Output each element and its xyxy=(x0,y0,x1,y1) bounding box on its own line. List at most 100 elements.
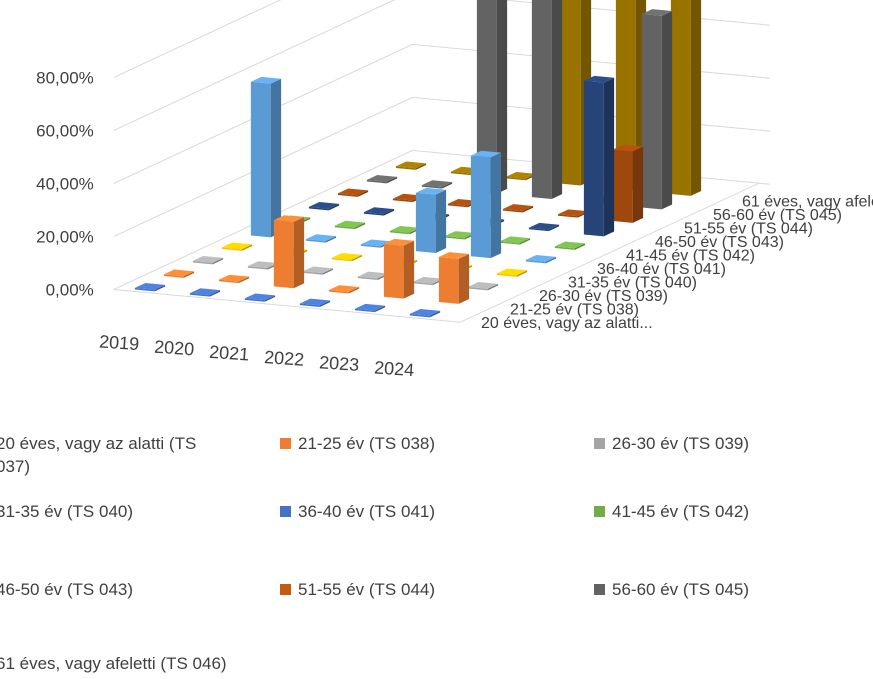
bar-front-face xyxy=(192,260,213,265)
bar-front-face xyxy=(444,236,465,240)
x-tick-label: 2024 xyxy=(374,357,415,380)
bar-front-face xyxy=(438,256,459,304)
bar-top-face xyxy=(302,266,334,274)
bar-front-face xyxy=(308,206,329,211)
bar-side-face xyxy=(357,190,369,197)
depth-tick-label: 41-45 év (TS 042) xyxy=(626,248,755,265)
bar-top-face xyxy=(328,285,360,292)
legend-label: 26-30 év (TS 039) xyxy=(612,434,750,453)
bar-side-face xyxy=(487,283,499,291)
legend: 20 éves, vagy az alatti (TS 037) 21-25 év… xyxy=(0,432,873,679)
x-tick-label: 2021 xyxy=(209,342,250,365)
bar-side-face xyxy=(209,290,221,297)
bar-front-face xyxy=(641,14,662,210)
bar-top-face xyxy=(421,180,453,187)
bar-front-face xyxy=(554,246,575,250)
bar-top-face xyxy=(189,288,221,295)
bar-top-face xyxy=(554,241,586,249)
depth-tick-label: 31-35 év (TS 040) xyxy=(568,275,697,292)
bar-top-face xyxy=(354,303,386,311)
legend-label: 51-55 év (TS 044) xyxy=(298,580,436,599)
bar-side-face xyxy=(519,238,531,245)
bar-top-face xyxy=(273,215,305,223)
bar-top-face xyxy=(134,283,166,290)
legend-label: 41-45 év (TS 042) xyxy=(612,502,750,521)
bar-side-face xyxy=(551,0,563,199)
bar-side-face xyxy=(545,256,557,264)
bar-top-face xyxy=(247,261,279,268)
bar-top-face xyxy=(528,222,560,230)
bar-front-face xyxy=(273,220,294,289)
bar-front-face xyxy=(447,203,468,208)
legend-label: 56-60 év (TS 045) xyxy=(612,580,750,599)
legend-item: 26-30 év (TS 039) xyxy=(594,432,749,455)
bar-front-face xyxy=(470,155,491,259)
bar-side-face xyxy=(322,268,334,275)
bar-top-face xyxy=(392,193,424,201)
x-tick-label: 2020 xyxy=(154,337,195,360)
y-tick-label: 20,00% xyxy=(36,227,94,246)
bar-front-face xyxy=(221,247,242,251)
bar-top-face xyxy=(409,309,441,316)
bar-side-face xyxy=(241,244,253,251)
bar-top-face xyxy=(250,76,282,84)
bar-side-face xyxy=(348,287,360,294)
bar-top-face xyxy=(438,252,470,259)
legend-item: 36-40 év (TS 041) xyxy=(280,500,435,523)
bar-front-face xyxy=(337,193,358,197)
bar-top-face xyxy=(360,239,392,247)
legend-item: 31-35 év (TS 040) xyxy=(0,500,133,523)
bar-front-face xyxy=(163,274,184,278)
bar-top-face xyxy=(363,207,395,214)
floor-front-edge xyxy=(113,288,461,323)
bar-front-face xyxy=(389,230,410,235)
bar-top-face xyxy=(641,9,673,16)
bar-top-face xyxy=(583,75,615,83)
bar-front-face xyxy=(505,176,526,181)
bar-front-face xyxy=(583,80,604,237)
bar-front-face xyxy=(383,243,404,299)
bar-side-face xyxy=(632,146,644,223)
legend-label: 20 éves, vagy az alatti (TS 037) xyxy=(0,434,197,476)
bar-top-face xyxy=(444,231,476,238)
bar-top-face xyxy=(415,187,447,195)
bar-top-face xyxy=(308,202,340,209)
bar-top-face xyxy=(412,276,444,284)
bar-top-face xyxy=(496,268,528,276)
bar-top-face xyxy=(334,220,366,228)
bar-front-face xyxy=(499,241,520,245)
bar-top-face xyxy=(221,242,253,250)
bar-side-face xyxy=(319,300,331,307)
bar-front-face xyxy=(531,0,552,199)
legend-swatch xyxy=(280,438,291,449)
bar-top-face xyxy=(525,255,557,262)
bar-side-face xyxy=(415,163,427,170)
bar-front-face xyxy=(450,171,471,176)
bar-front-face xyxy=(354,308,375,313)
bar-front-face xyxy=(247,266,268,270)
bar-side-face xyxy=(183,271,195,278)
bar-front-face xyxy=(244,298,265,302)
bar-top-face xyxy=(470,150,502,158)
legend-item: 46-50 év (TS 043) xyxy=(0,578,133,601)
bar-top-face xyxy=(366,175,398,182)
bar-front-face xyxy=(415,192,436,253)
bar-front-face xyxy=(302,271,323,275)
y-tick-label: 0,00% xyxy=(46,280,94,299)
depth-tick-label: 61 éves, vagy afeletti (TS 046) xyxy=(742,194,873,211)
bar-side-face xyxy=(690,0,702,196)
legend-item: 61 éves, vagy afeletti (TS 046) xyxy=(0,652,227,675)
bar-front-face xyxy=(299,303,320,307)
bar-side-face xyxy=(154,284,166,292)
depth-tick-label: 20 éves, vagy az alatti... xyxy=(481,315,653,332)
legend-swatch xyxy=(280,584,291,595)
bar-side-face xyxy=(386,176,398,184)
bar-front-face xyxy=(670,0,691,196)
bar-side-face xyxy=(383,209,395,216)
x-tick-label: 2023 xyxy=(319,352,360,375)
legend-label: 21-25 év (TS 038) xyxy=(298,434,436,453)
bar-side-face xyxy=(293,217,305,289)
bar-top-face xyxy=(244,293,276,301)
bar-front-face xyxy=(392,198,413,203)
bar-side-face xyxy=(429,310,441,318)
